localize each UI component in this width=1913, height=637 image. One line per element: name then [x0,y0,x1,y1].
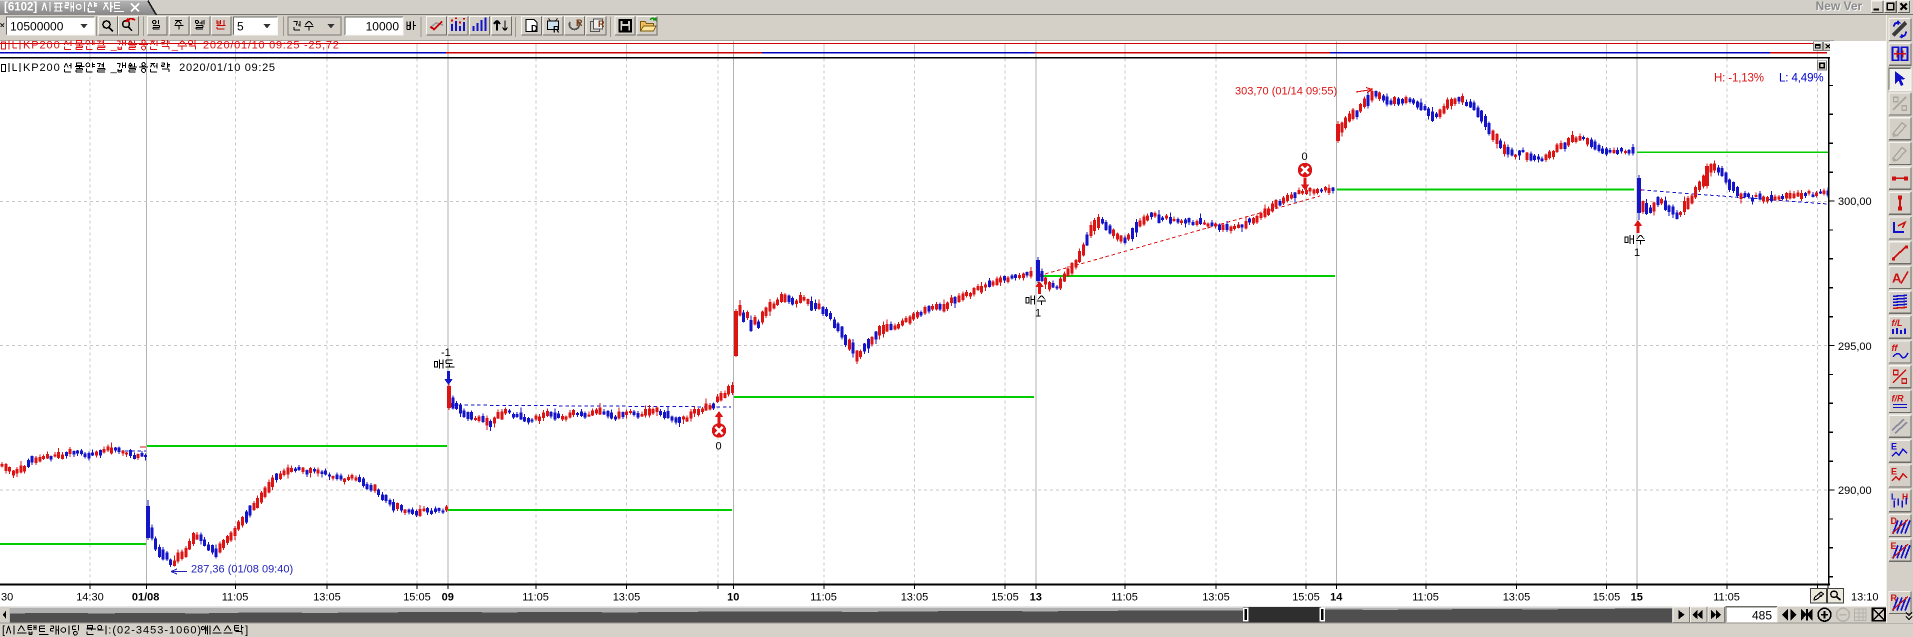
svg-text:]: ] [245,625,248,637]
svg-text:11:05: 11:05 [810,592,837,604]
svg-text:295,00: 295,00 [1838,341,1872,353]
svg-text:10: 10 [727,592,739,604]
svg-text:R: R [553,25,560,35]
svg-text:R: R [576,18,583,28]
svg-text:[6102]: [6102] [4,2,40,14]
svg-text:L: L [1891,492,1896,502]
svg-text:2020/01/10 09:25 -25,72: 2020/01/10 09:25 -25,72 [199,40,339,52]
svg-text:287,36 (01/08 09:40): 287,36 (01/08 09:40) [191,564,293,576]
svg-text:f/R: f/R [1892,394,1904,404]
svg-text:303,70 (01/14 09:55): 303,70 (01/14 09:55) [1235,86,1337,98]
svg-text:15:05: 15:05 [403,592,431,604]
svg-text:11:05: 11:05 [1111,592,1138,604]
svg-text:01/08: 01/08 [132,592,160,604]
svg-text:R: R [1891,593,1898,603]
svg-text:D: D [1891,516,1898,526]
svg-text:11:05: 11:05 [522,592,549,604]
svg-text:2020/01/10 09:25: 2020/01/10 09:25 [172,62,275,74]
svg-text:11:05: 11:05 [1713,592,1740,604]
svg-text:New Ver: New Ver [1816,0,1863,13]
svg-text:L: 4,49%: L: 4,49% [1779,72,1824,84]
svg-text:13:05: 13:05 [1503,592,1531,604]
svg-text:13:05: 13:05 [313,592,341,604]
svg-text:1: 1 [1634,247,1640,259]
svg-text:_: _ [171,40,179,52]
svg-text:-1: -1 [441,347,451,359]
svg-text:ff: ff [1892,343,1899,353]
svg-text:KP200: KP200 [23,40,64,52]
svg-text:A: A [1892,271,1902,286]
svg-text:485: 485 [1752,609,1772,623]
svg-text::(02-3453-1060): :(02-3453-1060) [108,625,201,637]
svg-text:E: E [1891,442,1897,452]
svg-text:300,00: 300,00 [1838,196,1872,208]
svg-text:0: 0 [716,441,722,453]
svg-text:New Ver: New Ver [1817,0,1864,14]
svg-text:E: E [1891,466,1897,476]
svg-text:15:05: 15:05 [1593,592,1621,604]
svg-text:R: R [598,19,605,29]
svg-text:290,00: 290,00 [1838,485,1872,497]
svg-text:f/L: f/L [1892,318,1903,328]
svg-text:0: 0 [1302,151,1308,163]
svg-text:11:05: 11:05 [222,592,249,604]
svg-text:1: 1 [1035,308,1041,320]
svg-text:10500000: 10500000 [10,20,64,34]
svg-text:_: _ [108,62,118,74]
svg-text:14: 14 [1330,592,1343,604]
svg-text:11:05: 11:05 [1412,592,1439,604]
svg-text:13: 13 [1030,592,1042,604]
svg-text:D: D [531,24,538,34]
svg-text:10000: 10000 [366,20,400,34]
svg-text:H: H [1902,492,1908,502]
svg-text:15:05: 15:05 [991,592,1019,604]
svg-text:_: _ [108,40,118,52]
svg-text:15: 15 [1631,592,1643,604]
svg-text:KP200: KP200 [23,62,64,74]
svg-text:15:05: 15:05 [1292,592,1320,604]
svg-text:5: 5 [237,20,244,34]
svg-text:14:30: 14:30 [76,592,104,604]
svg-text:H: -1,13%: H: -1,13% [1714,72,1764,84]
svg-text:30: 30 [1,592,13,604]
svg-text:13:05: 13:05 [613,592,641,604]
svg-text:09: 09 [442,592,454,604]
svg-text:13:05: 13:05 [1202,592,1230,604]
svg-text:[: [ [2,625,5,637]
svg-text:13:05: 13:05 [901,592,929,604]
svg-text:E: E [1891,541,1897,551]
svg-text:13:10: 13:10 [1851,592,1879,604]
